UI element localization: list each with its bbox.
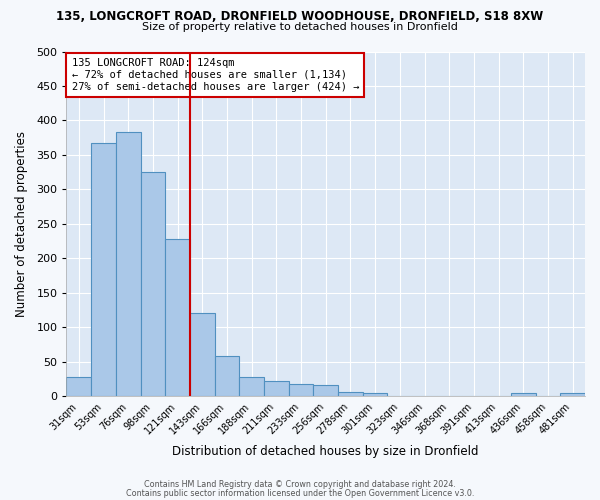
Text: 135, LONGCROFT ROAD, DRONFIELD WOODHOUSE, DRONFIELD, S18 8XW: 135, LONGCROFT ROAD, DRONFIELD WOODHOUSE…: [56, 10, 544, 23]
Text: Size of property relative to detached houses in Dronfield: Size of property relative to detached ho…: [142, 22, 458, 32]
Bar: [215, 356, 239, 397]
Bar: [511, 393, 536, 396]
Bar: [190, 313, 215, 396]
Bar: [165, 239, 190, 396]
Bar: [140, 172, 165, 396]
Bar: [338, 392, 363, 396]
Bar: [67, 377, 91, 396]
Bar: [116, 132, 140, 396]
X-axis label: Distribution of detached houses by size in Dronfield: Distribution of detached houses by size …: [172, 444, 479, 458]
Bar: [363, 393, 388, 396]
Text: Contains HM Land Registry data © Crown copyright and database right 2024.: Contains HM Land Registry data © Crown c…: [144, 480, 456, 489]
Text: Contains public sector information licensed under the Open Government Licence v3: Contains public sector information licen…: [126, 489, 474, 498]
Y-axis label: Number of detached properties: Number of detached properties: [15, 131, 28, 317]
Text: 135 LONGCROFT ROAD: 124sqm
← 72% of detached houses are smaller (1,134)
27% of s: 135 LONGCROFT ROAD: 124sqm ← 72% of deta…: [71, 58, 359, 92]
Bar: [91, 142, 116, 396]
Bar: [313, 386, 338, 396]
Bar: [264, 380, 289, 396]
Bar: [560, 393, 585, 396]
Bar: [289, 384, 313, 396]
Bar: [239, 377, 264, 396]
